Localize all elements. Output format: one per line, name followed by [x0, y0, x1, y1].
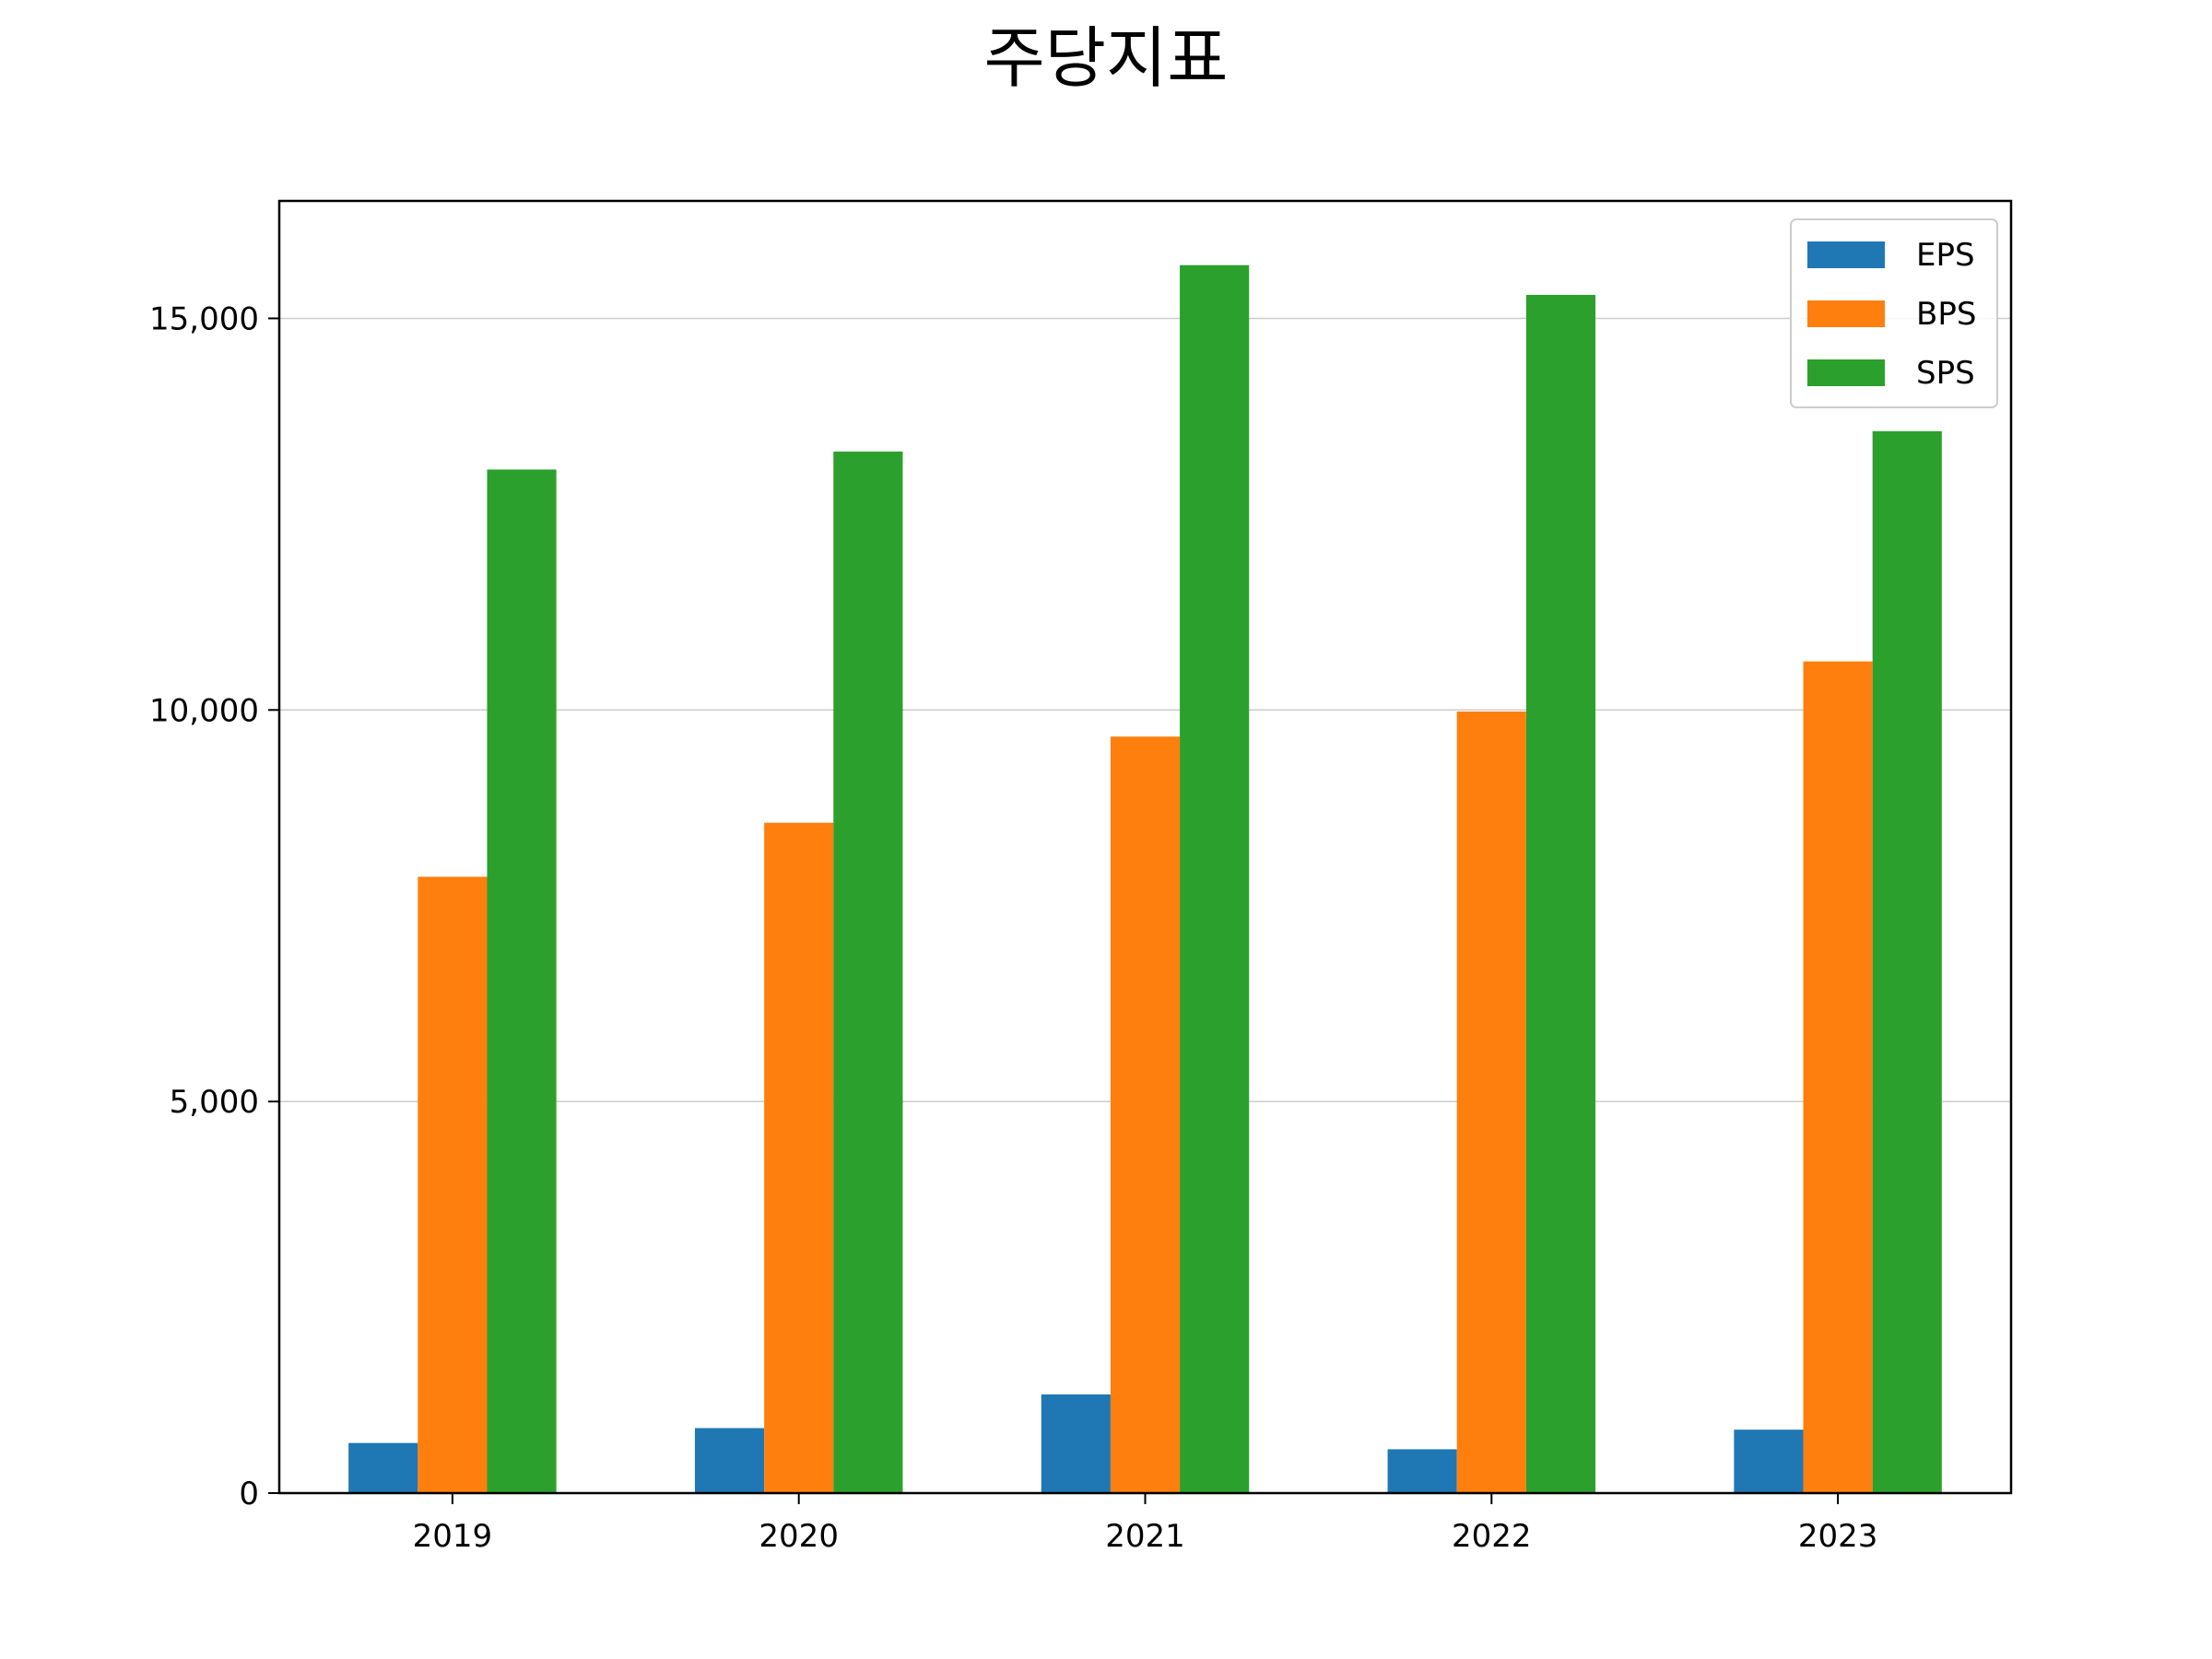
bar-eps-2020 [694, 1428, 765, 1493]
x-tick-label: 2020 [759, 1518, 839, 1555]
x-tick-label: 2023 [1798, 1518, 1878, 1555]
x-tick-label: 2019 [413, 1518, 493, 1555]
x-tick-label: 2022 [1452, 1518, 1532, 1555]
bar-sps-2023 [1872, 430, 1942, 1493]
y-tick-label: 5,000 [170, 1084, 259, 1121]
bar-sps-2022 [1525, 294, 1596, 1493]
legend-swatch-eps [1807, 241, 1885, 268]
bar-eps-2021 [1041, 1394, 1111, 1493]
bar-eps-2022 [1387, 1449, 1457, 1493]
legend-swatch-bps [1807, 300, 1885, 327]
bar-bps-2021 [1110, 736, 1181, 1493]
bar-eps-2019 [348, 1442, 418, 1493]
legend-label-sps: SPS [1916, 355, 1975, 392]
legend-label-bps: BPS [1916, 296, 1976, 333]
bar-bps-2020 [764, 822, 834, 1493]
bar-bps-2019 [418, 877, 488, 1493]
bar-sps-2020 [833, 451, 903, 1493]
y-tick-label: 0 [239, 1476, 259, 1512]
bar-sps-2019 [487, 469, 557, 1494]
bar-sps-2021 [1180, 265, 1250, 1493]
bar-bps-2023 [1803, 661, 1873, 1493]
legend-label-eps: EPS [1916, 237, 1975, 274]
bar-eps-2023 [1734, 1430, 1804, 1493]
bar-bps-2022 [1456, 712, 1526, 1493]
bars [348, 265, 1942, 1494]
x-tick-label: 2021 [1105, 1518, 1185, 1555]
legend-swatch-sps [1807, 359, 1885, 386]
legend: EPS BPS SPS [1790, 218, 1998, 408]
y-tick-label: 15,000 [149, 300, 259, 337]
axes: 0 5,000 10,000 15,000 2019 2020 2021 2022 2023 [149, 300, 1877, 1555]
chart-title: 주당지표 [984, 19, 1229, 97]
y-tick-label: 10,000 [149, 692, 259, 729]
